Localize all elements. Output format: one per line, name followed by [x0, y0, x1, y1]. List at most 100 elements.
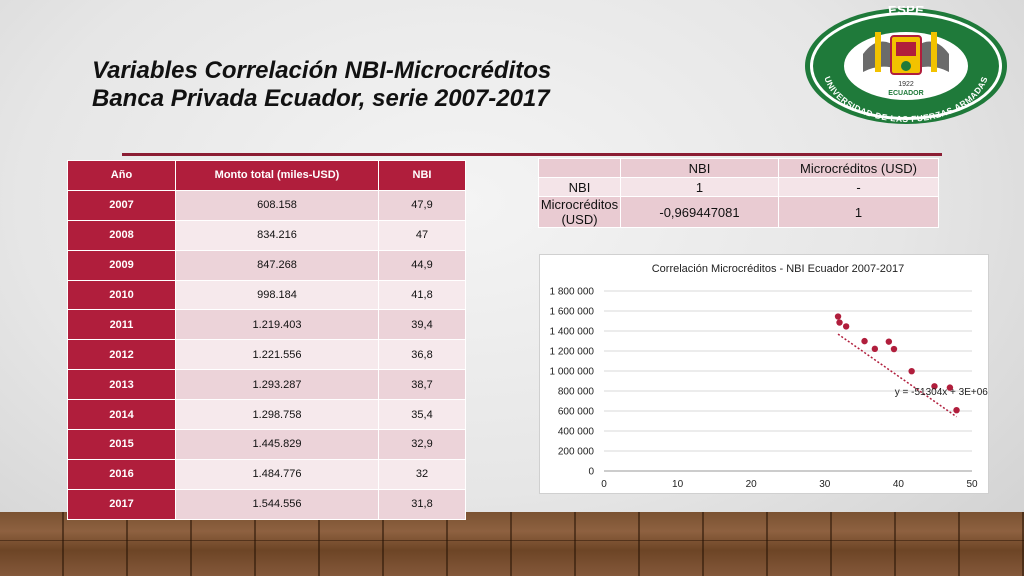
cell-amount: 1.219.403	[175, 309, 379, 341]
data-point	[861, 337, 868, 345]
data-point	[908, 367, 915, 375]
cell-nbi: 32,9	[378, 429, 466, 460]
cell-amount: 1.298.758	[175, 399, 379, 431]
cell-nbi: 31,8	[378, 488, 466, 520]
cell-amount: 1.445.829	[175, 429, 379, 460]
chart-title: Correlación Microcréditos - NBI Ecuador …	[652, 263, 905, 275]
corr-cell: NBI	[538, 177, 621, 197]
table-row: 2011 1.219.403 39,4	[67, 309, 466, 341]
y-tick-label: 600 000	[558, 407, 595, 418]
cell-amount: 834.216	[175, 219, 379, 251]
cell-year: 2007	[67, 189, 176, 221]
data-point	[931, 383, 938, 390]
y-tick-label: 1 400 000	[550, 327, 595, 338]
cell-amount: 608.158	[175, 189, 379, 221]
cell-nbi: 47	[378, 219, 466, 251]
y-tick-label: 0	[588, 467, 594, 478]
data-table: Año Monto total (miles-USD) NBI 2007 608.…	[67, 160, 466, 520]
y-tick-label: 800 000	[558, 387, 595, 398]
scatter-chart: Correlación Microcréditos - NBI Ecuador …	[539, 254, 989, 494]
cell-nbi: 38,7	[378, 369, 466, 401]
table-row: 2008 834.216 47	[67, 219, 466, 251]
header-amount: Monto total (miles-USD)	[175, 160, 379, 191]
data-table-header: Año Monto total (miles-USD) NBI	[67, 160, 466, 191]
corr-cell	[538, 158, 621, 178]
x-tick-label: 20	[746, 479, 758, 490]
cell-amount: 1.293.287	[175, 369, 379, 401]
table-row: 2013 1.293.287 38,7	[67, 369, 466, 401]
cell-year: 2013	[67, 369, 176, 401]
y-tick-label: 1 200 000	[550, 347, 595, 358]
cell-year: 2009	[67, 249, 176, 281]
data-point	[946, 384, 954, 391]
table-row: 2015 1.445.829 32,9	[67, 429, 466, 460]
cell-year: 2010	[67, 279, 176, 311]
corr-cell: -0,969447081	[620, 196, 779, 228]
logo-bottom-text: ECUADOR	[888, 90, 923, 97]
corr-cell: 1	[620, 177, 779, 197]
table-row: 2016 1.484.776 32	[67, 458, 466, 490]
cell-nbi: 36,8	[378, 339, 466, 371]
slide-title: Variables Correlación NBI-Microcréditos …	[92, 57, 551, 113]
x-tick-label: 0	[601, 479, 607, 490]
table-row: 2010 998.184 41,8	[67, 279, 466, 311]
floor-line	[0, 540, 1024, 541]
data-point	[842, 323, 850, 330]
svg-text:ESPE: ESPE	[887, 6, 925, 18]
table-row: 2007 608.158 47,9	[67, 189, 466, 221]
cell-amount: 998.184	[175, 279, 379, 311]
correlation-table: NBI Microcréditos (USD) NBI 1- Microcréditos…	[538, 158, 939, 228]
cell-year: 2016	[67, 458, 176, 490]
cell-year: 2014	[67, 399, 176, 431]
cell-nbi: 41,8	[378, 279, 466, 311]
chart-svg: Correlación Microcréditos - NBI Ecuador …	[550, 263, 989, 490]
x-tick-label: 30	[819, 479, 831, 490]
y-tick-label: 400 000	[558, 427, 595, 438]
cell-nbi: 39,4	[378, 309, 466, 341]
corr-cell: NBI	[620, 158, 779, 178]
corr-cell: Microcréditos (USD)	[778, 158, 939, 178]
cell-year: 2012	[67, 339, 176, 371]
data-point	[885, 338, 893, 345]
logo-year-text: 1922	[898, 81, 914, 88]
logo-emblem	[863, 32, 949, 75]
cell-nbi: 32	[378, 458, 466, 490]
table-row: 2017 1.544.556 31,8	[67, 488, 466, 520]
data-point	[890, 345, 898, 353]
trendline	[837, 333, 957, 418]
title-underline	[122, 153, 942, 156]
header-year: Año	[67, 160, 176, 191]
cell-year: 2015	[67, 429, 176, 460]
data-point	[834, 313, 842, 320]
y-tick-label: 1 600 000	[550, 307, 595, 318]
wood-floor	[0, 512, 1024, 576]
data-point	[953, 406, 960, 414]
cell-amount: 1.221.556	[175, 339, 379, 371]
cell-year: 2011	[67, 309, 176, 341]
x-tick-label: 10	[672, 479, 684, 490]
header-nbi: NBI	[378, 160, 466, 191]
table-row: 2009 847.268 44,9	[67, 249, 466, 281]
corr-cell: 1	[778, 196, 939, 228]
data-point	[836, 319, 843, 326]
cell-amount: 1.484.776	[175, 458, 379, 490]
title-line-1: Variables Correlación NBI-Microcréditos	[92, 57, 552, 84]
y-tick-label: 200 000	[558, 447, 595, 458]
cell-nbi: 35,4	[378, 399, 466, 431]
table-row: 2014 1.298.758 35,4	[67, 399, 466, 431]
data-point	[871, 345, 879, 353]
y-tick-label: 1 000 000	[550, 367, 595, 378]
corr-cell: -	[778, 177, 939, 197]
table-row: 2012 1.221.556 36,8	[67, 339, 466, 371]
corr-row: Microcréditos (USD) -0,969447081 1	[538, 196, 939, 228]
cell-nbi: 44,9	[378, 249, 466, 281]
cell-nbi: 47,9	[378, 189, 466, 221]
y-tick-label: 1 800 000	[550, 287, 595, 298]
logo-top-text: ESPE	[887, 6, 925, 18]
title-line-2: Banca Privada Ecuador, serie 2007-2017	[92, 85, 550, 112]
espe-logo: ESPE UNIVERSIDAD DE LAS FUERZAS ARMADAS …	[805, 6, 1007, 124]
cell-year: 2017	[67, 488, 176, 520]
trendline-equation: y = -51304x + 3E+06	[895, 387, 989, 398]
corr-cell: Microcréditos (USD)	[538, 196, 621, 228]
